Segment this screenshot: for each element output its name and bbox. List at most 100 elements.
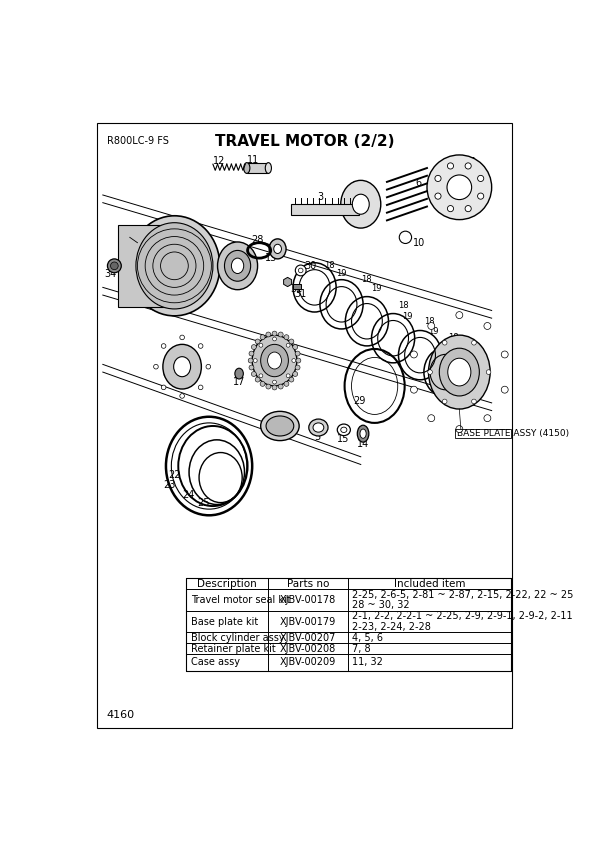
Text: Description: Description [198, 578, 257, 589]
Ellipse shape [341, 180, 381, 228]
Circle shape [278, 384, 283, 389]
Text: 12: 12 [213, 156, 226, 166]
Circle shape [447, 205, 453, 211]
Text: 6: 6 [415, 179, 421, 189]
Circle shape [428, 415, 435, 422]
Text: Parts no: Parts no [287, 578, 329, 589]
Ellipse shape [231, 258, 244, 274]
Circle shape [108, 258, 121, 273]
Circle shape [253, 359, 257, 362]
Ellipse shape [218, 242, 258, 290]
Text: 28: 28 [252, 235, 264, 245]
Ellipse shape [129, 216, 220, 316]
Text: 19: 19 [455, 343, 465, 352]
Bar [292, 205, 359, 215]
Circle shape [289, 377, 294, 382]
Text: XJBV-00209: XJBV-00209 [280, 658, 336, 668]
Bar [186, 578, 511, 671]
Circle shape [442, 399, 447, 403]
Text: 18: 18 [449, 333, 459, 342]
Text: 9: 9 [352, 181, 358, 191]
Text: 15: 15 [337, 434, 349, 444]
Ellipse shape [136, 222, 213, 309]
Circle shape [248, 358, 253, 363]
Text: 7: 7 [468, 157, 475, 167]
Ellipse shape [448, 358, 471, 386]
Text: 18: 18 [324, 261, 334, 270]
Text: 19: 19 [371, 285, 382, 293]
Text: R800LC-9 FS: R800LC-9 FS [107, 136, 168, 146]
Text: 2-23, 2-24, 2-28: 2-23, 2-24, 2-28 [352, 622, 430, 632]
Text: 4160: 4160 [107, 710, 135, 720]
Circle shape [428, 322, 435, 329]
Text: 30: 30 [305, 261, 317, 271]
Text: XJBV-00178: XJBV-00178 [280, 595, 336, 605]
Ellipse shape [268, 352, 281, 369]
Circle shape [501, 351, 508, 358]
Ellipse shape [337, 424, 350, 435]
Circle shape [427, 155, 491, 220]
Circle shape [456, 425, 463, 433]
Text: 8: 8 [162, 370, 168, 380]
Circle shape [272, 331, 277, 336]
Circle shape [161, 385, 166, 390]
Ellipse shape [261, 344, 289, 376]
Ellipse shape [360, 429, 366, 439]
Circle shape [284, 381, 289, 386]
Circle shape [465, 163, 471, 169]
Ellipse shape [235, 368, 243, 379]
Text: 3: 3 [318, 191, 324, 201]
Text: 13: 13 [265, 253, 277, 263]
Text: 21: 21 [274, 431, 287, 441]
Text: 14: 14 [357, 439, 369, 449]
Bar [118, 225, 176, 306]
Text: XJBV-00207: XJBV-00207 [280, 632, 336, 642]
Circle shape [249, 351, 254, 356]
Text: Block cylinder assy: Block cylinder assy [190, 632, 284, 642]
Circle shape [289, 339, 294, 344]
Ellipse shape [313, 423, 324, 432]
Circle shape [251, 344, 256, 349]
Circle shape [284, 335, 289, 339]
Circle shape [411, 351, 417, 358]
Circle shape [478, 175, 484, 182]
Ellipse shape [265, 163, 271, 173]
Circle shape [259, 374, 263, 378]
Circle shape [478, 193, 484, 200]
Circle shape [447, 163, 453, 169]
Circle shape [435, 175, 441, 182]
Circle shape [296, 358, 301, 363]
Text: 4, 5, 6: 4, 5, 6 [352, 632, 383, 642]
Circle shape [266, 384, 271, 389]
Text: 2-25, 2-6-5, 2-81 ~ 2-87, 2-15, 2-22, 22 ~ 25: 2-25, 2-6-5, 2-81 ~ 2-87, 2-15, 2-22, 22… [352, 589, 573, 600]
Circle shape [428, 370, 433, 375]
Text: 5: 5 [315, 432, 321, 442]
Ellipse shape [224, 250, 250, 281]
Ellipse shape [439, 349, 480, 396]
Text: XJBV-00208: XJBV-00208 [280, 643, 336, 653]
Ellipse shape [309, 419, 328, 436]
Text: Travel motor seal kit: Travel motor seal kit [190, 595, 290, 605]
Circle shape [249, 365, 254, 370]
Text: 19: 19 [336, 269, 347, 278]
Circle shape [293, 371, 298, 376]
Circle shape [273, 337, 277, 341]
Circle shape [411, 386, 417, 393]
Circle shape [206, 365, 211, 369]
Bar [293, 284, 300, 289]
Circle shape [501, 386, 508, 393]
Ellipse shape [269, 239, 286, 258]
Ellipse shape [174, 357, 190, 376]
Circle shape [484, 322, 491, 329]
Circle shape [447, 175, 472, 200]
Text: 19: 19 [402, 312, 413, 321]
Circle shape [472, 340, 476, 345]
Text: TRAVEL MOTOR (2/2): TRAVEL MOTOR (2/2) [215, 134, 394, 148]
Circle shape [472, 399, 476, 403]
Circle shape [273, 381, 277, 384]
Text: 34: 34 [104, 269, 117, 279]
Ellipse shape [352, 195, 369, 214]
Text: 7, 8: 7, 8 [352, 643, 370, 653]
Circle shape [278, 332, 283, 337]
Text: 22: 22 [168, 471, 181, 480]
